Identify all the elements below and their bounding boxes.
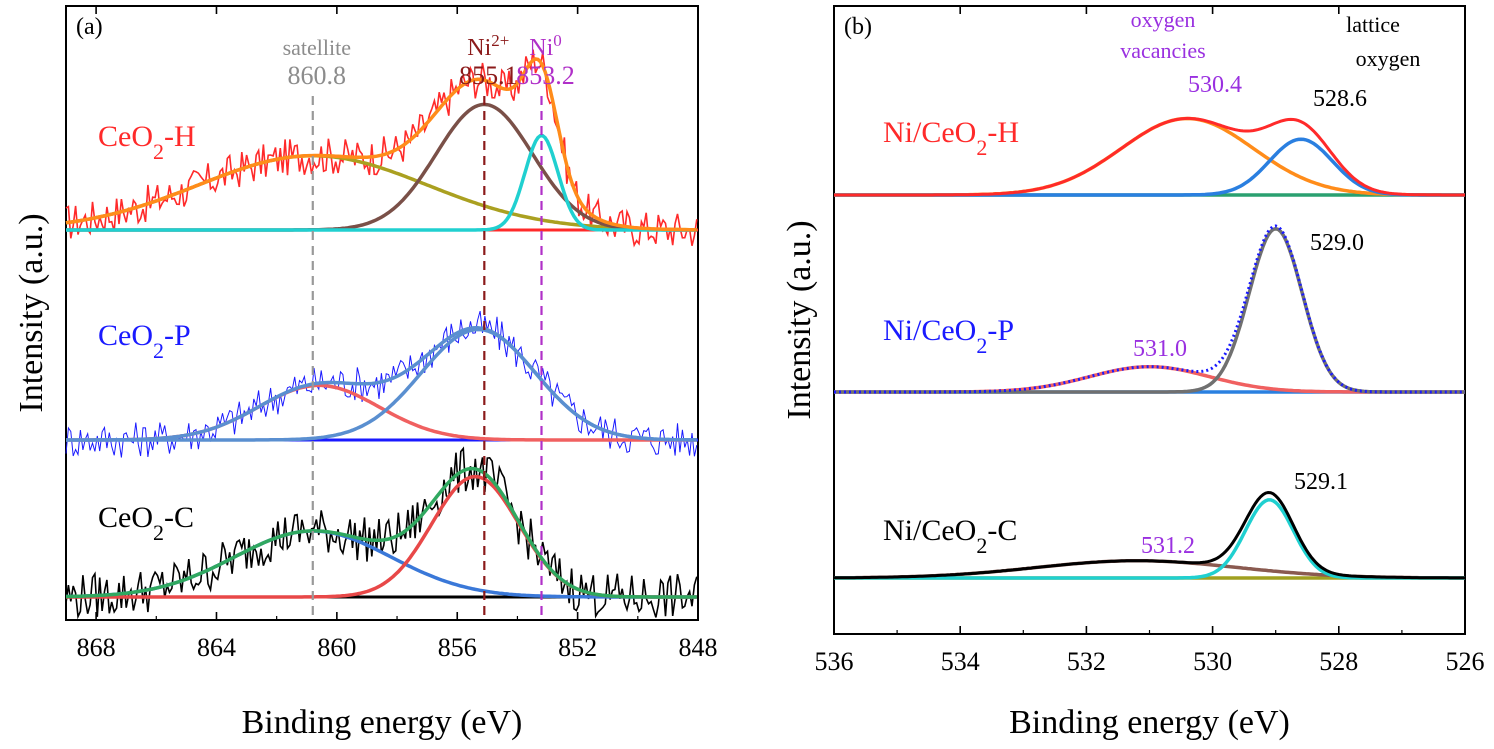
envelope-curve: [834, 490, 1465, 580]
sample-label-1-part: -P: [987, 314, 1014, 347]
peak-label-2-1: 529.1: [1294, 469, 1348, 495]
sample-label-2-part: 2: [153, 520, 164, 545]
x-tick-label: 852: [558, 633, 597, 662]
sample-label-0: CeO2-H: [98, 120, 196, 164]
sample-label-0-part: CeO: [98, 120, 153, 153]
x-tick-label: 868: [77, 633, 116, 662]
sample-0: [834, 116, 1465, 197]
annotation-lo-title-2: oxygen: [1356, 46, 1421, 71]
sample-label-0-part: Ni/CeO: [883, 116, 976, 149]
reference-title-ni2-part: 2+: [491, 31, 509, 50]
x-tick-label: 860: [317, 633, 356, 662]
raw-data-line: [65, 310, 698, 458]
peak-label-0-1: 528.6: [1313, 86, 1367, 112]
reference-value-satellite: 860.8: [288, 61, 347, 90]
x-tick-label: 856: [438, 633, 477, 662]
x-tick-label: 528: [1319, 647, 1358, 676]
envelope-curve: [65, 57, 697, 232]
sample-label-0: Ni/CeO2-H: [883, 116, 1019, 160]
sample-label-0-part: -H: [164, 120, 196, 153]
sample-label-1-part: 2: [976, 333, 987, 358]
sample-2: [834, 490, 1465, 580]
sample-label-2-part: Ni/CeO: [883, 514, 976, 547]
x-tick-label: 864: [197, 633, 236, 662]
plot-frame: [65, 5, 699, 621]
reference-title-ni0-part: Ni: [529, 35, 553, 61]
sample-label-2-part: -C: [987, 514, 1017, 547]
reference-title-ni2: Ni2+: [467, 31, 509, 62]
panel-a: 868 864 860 856 852 848 Binding energy (eV) Int…: [13, 5, 718, 741]
sample-label-0-part: -H: [987, 116, 1019, 149]
reference-title-ni0: Ni0: [529, 31, 562, 62]
envelope-curve: [66, 326, 697, 442]
x-tick-label: 532: [1067, 647, 1106, 676]
x-tick-label: 530: [1193, 647, 1232, 676]
reference-title-satellite: satellite: [283, 35, 351, 60]
sample-label-1: CeO2-P: [98, 319, 191, 363]
x-tick-label: 536: [815, 647, 854, 676]
component-0-curve: [834, 364, 1465, 394]
sample-label-1-part: CeO: [98, 319, 153, 352]
sample-label-2-part: -C: [164, 501, 194, 534]
envelope-curve: [834, 224, 1465, 394]
envelope-curve: [834, 116, 1465, 197]
panel-label: (a): [76, 14, 103, 40]
x-axis-label: Binding energy (eV): [1009, 704, 1290, 741]
panel-label: (b): [844, 14, 872, 40]
panel-b: 536 534 532 530 528 526 Binding energy (eV) Int…: [781, 5, 1485, 741]
sample-2: [65, 446, 698, 620]
peak-label-1-0: 531.0: [1133, 336, 1187, 362]
sample-label-1-part: -P: [164, 319, 191, 352]
reference-value-ni2: 855.1: [459, 61, 518, 90]
sample-label-0-part: 2: [153, 139, 164, 164]
component-2-curve: [66, 133, 697, 232]
x-tick-label: 848: [679, 633, 718, 662]
sample-label-2: CeO2-C: [98, 501, 194, 545]
x-tick-label: 534: [941, 647, 980, 676]
y-axis-label: Intensity (a.u.): [781, 220, 818, 419]
annotation-ov-title-1: oxygen: [1131, 7, 1196, 32]
peak-label-2-0: 531.2: [1141, 533, 1195, 559]
reference-title-ni2-part: Ni: [467, 35, 491, 61]
peak-label-1-1: 529.0: [1310, 230, 1364, 256]
reference-title-satellite-part: satellite: [283, 35, 351, 60]
sample-1: [65, 310, 698, 458]
y-axis-label: Intensity (a.u.): [13, 213, 50, 412]
sample-label-0-part: 2: [976, 135, 987, 160]
sample-label-2-part: CeO: [98, 501, 153, 534]
envelope-curve: [66, 466, 697, 599]
sample-label-1-part: Ni/CeO: [883, 314, 976, 347]
annotation-ov-title-2: vacancies: [1120, 38, 1206, 63]
sample-label-2: Ni/CeO2-C: [883, 514, 1017, 558]
x-axis-label: Binding energy (eV): [242, 704, 523, 741]
sample-label-2-part: 2: [976, 533, 987, 558]
sample-1: [834, 224, 1465, 394]
reference-title-ni0-part: 0: [553, 31, 562, 50]
sample-label-1-part: 2: [153, 338, 164, 363]
x-tick-label: 526: [1446, 647, 1485, 676]
reference-value-ni0: 853.2: [516, 61, 575, 90]
sample-0: [65, 49, 698, 248]
sample-label-1: Ni/CeO2-P: [883, 314, 1014, 358]
annotation-lo-title-1: lattice: [1346, 12, 1400, 37]
peak-label-0-0: 530.4: [1188, 72, 1242, 98]
